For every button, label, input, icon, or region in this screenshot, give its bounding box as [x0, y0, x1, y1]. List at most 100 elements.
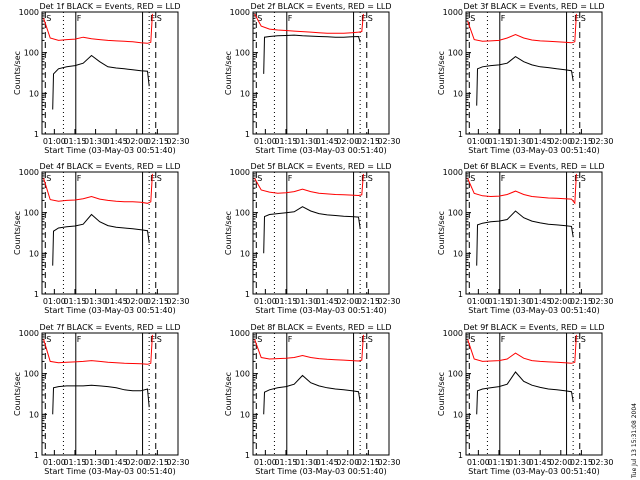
series-line-events	[476, 210, 574, 266]
x-tick-label: 02:30	[166, 297, 189, 306]
series-line-lld	[43, 173, 153, 204]
series-line-lld	[254, 173, 364, 197]
x-tick-label: 01:30	[84, 137, 107, 146]
marker-label: F	[288, 14, 293, 23]
x-tick-label: 01:45	[316, 297, 339, 306]
plot-frame	[465, 11, 603, 135]
panel-det-9: Det 9f BLACK = Events, RED = LLD 1 10 100 10…	[437, 323, 614, 476]
marker-label: S	[257, 14, 262, 23]
y-axis-label: Counts/sec	[437, 372, 446, 416]
x-tick-label: 01:15	[63, 458, 86, 467]
marker-label: S	[470, 335, 475, 344]
marker-label: E	[150, 174, 155, 183]
chart-title: Det 7f BLACK = Events, RED = LLD	[39, 323, 180, 332]
y-tick-label: 10	[29, 249, 39, 258]
y-axis-label: Counts/sec	[224, 372, 233, 416]
panel-det-6: Det 6f BLACK = Events, RED = LLD 1 10 100 10…	[437, 162, 614, 315]
chart-title: Det 4f BLACK = Events, RED = LLD	[39, 162, 180, 171]
x-tick-label: 01:00	[254, 297, 277, 306]
x-tick-label: 02:30	[590, 137, 613, 146]
panel-det-2: Det 2f BLACK = Events, RED = LLD 1 10 100 10…	[224, 2, 401, 155]
x-tick-label: 01:45	[316, 137, 339, 146]
x-tick-label: 01:15	[487, 297, 510, 306]
series-line-lld	[254, 13, 364, 34]
y-tick-label: 1	[34, 290, 39, 299]
series-line-lld	[467, 13, 577, 44]
series-line-events	[52, 213, 150, 266]
series-line-lld	[467, 173, 577, 205]
marker-label: S	[46, 14, 51, 23]
x-tick-label: 01:30	[508, 137, 531, 146]
x-tick-label: 01:00	[254, 137, 277, 146]
y-tick-label: 10	[29, 410, 39, 419]
marker-label: S	[368, 174, 373, 183]
x-axis-label: Start Time (03-May-03 00:51:40)	[44, 306, 175, 315]
marker-label: F	[77, 174, 82, 183]
y-axis-label: Counts/sec	[13, 372, 22, 416]
chart-title: Det 9f BLACK = Events, RED = LLD	[463, 323, 604, 332]
marker-label: S	[46, 335, 51, 344]
x-tick-label: 01:00	[467, 458, 490, 467]
x-tick-label: 01:15	[274, 137, 297, 146]
x-tick-label: 01:00	[467, 297, 490, 306]
x-tick-label: 02:15	[570, 137, 593, 146]
x-tick-label: 01:30	[295, 297, 318, 306]
y-tick-label: 1	[245, 130, 250, 139]
x-tick-label: 01:30	[295, 458, 318, 467]
series-line-lld	[467, 334, 577, 364]
y-tick-label: 100	[448, 49, 463, 58]
series-line-events	[52, 384, 150, 415]
x-tick-label: 01:30	[508, 458, 531, 467]
x-tick-label: 01:00	[467, 137, 490, 146]
plot-frame	[252, 11, 390, 135]
marker-label: F	[288, 335, 293, 344]
x-tick-label: 02:30	[166, 458, 189, 467]
x-tick-label: 01:45	[529, 297, 552, 306]
panel-det-1: Det 1f BLACK = Events, RED = LLD 1 10 100 10…	[13, 2, 190, 155]
y-tick-label: 10	[29, 89, 39, 98]
x-tick-label: 02:15	[357, 137, 380, 146]
y-tick-label: 100	[235, 370, 250, 379]
y-tick-label: 10	[453, 410, 463, 419]
x-tick-label: 02:15	[357, 458, 380, 467]
y-tick-label: 1000	[230, 168, 250, 177]
panel-det-3: Det 3f BLACK = Events, RED = LLD 1 10 100 10…	[437, 2, 614, 155]
x-tick-label: 02:00	[549, 458, 572, 467]
y-tick-label: 100	[235, 49, 250, 58]
marker-label: S	[257, 335, 262, 344]
x-axis-label: Start Time (03-May-03 00:51:40)	[468, 306, 599, 315]
x-tick-label: 02:00	[336, 137, 359, 146]
marker-label: S	[157, 335, 162, 344]
y-tick-label: 10	[240, 249, 250, 258]
x-tick-label: 01:15	[274, 297, 297, 306]
marker-label: E	[574, 335, 579, 344]
plot-frame	[465, 171, 603, 295]
series-line-lld	[43, 334, 153, 365]
panel-det-8: Det 8f BLACK = Events, RED = LLD 1 10 100 10…	[224, 323, 401, 476]
marker-label: S	[157, 174, 162, 183]
series-line-lld	[43, 13, 153, 44]
x-tick-label: 01:30	[84, 297, 107, 306]
x-axis-label: Start Time (03-May-03 00:51:40)	[255, 306, 386, 315]
y-tick-label: 100	[448, 209, 463, 218]
y-tick-label: 1000	[19, 8, 39, 17]
x-tick-label: 02:15	[357, 297, 380, 306]
x-tick-label: 02:30	[377, 458, 400, 467]
y-tick-label: 1000	[443, 329, 463, 338]
y-tick-label: 1	[34, 130, 39, 139]
plot-frame	[41, 11, 179, 135]
marker-label: F	[501, 14, 506, 23]
x-tick-label: 02:15	[570, 297, 593, 306]
plot-frame	[252, 332, 390, 456]
marker-label: S	[157, 14, 162, 23]
y-tick-label: 10	[453, 89, 463, 98]
x-tick-label: 02:30	[166, 137, 189, 146]
marker-label: E	[574, 174, 579, 183]
y-tick-label: 10	[453, 249, 463, 258]
marker-label: S	[581, 335, 586, 344]
y-axis-label: Counts/sec	[437, 211, 446, 255]
plot-frame	[465, 332, 603, 456]
x-tick-label: 02:15	[146, 297, 169, 306]
y-axis-label: Counts/sec	[224, 51, 233, 95]
